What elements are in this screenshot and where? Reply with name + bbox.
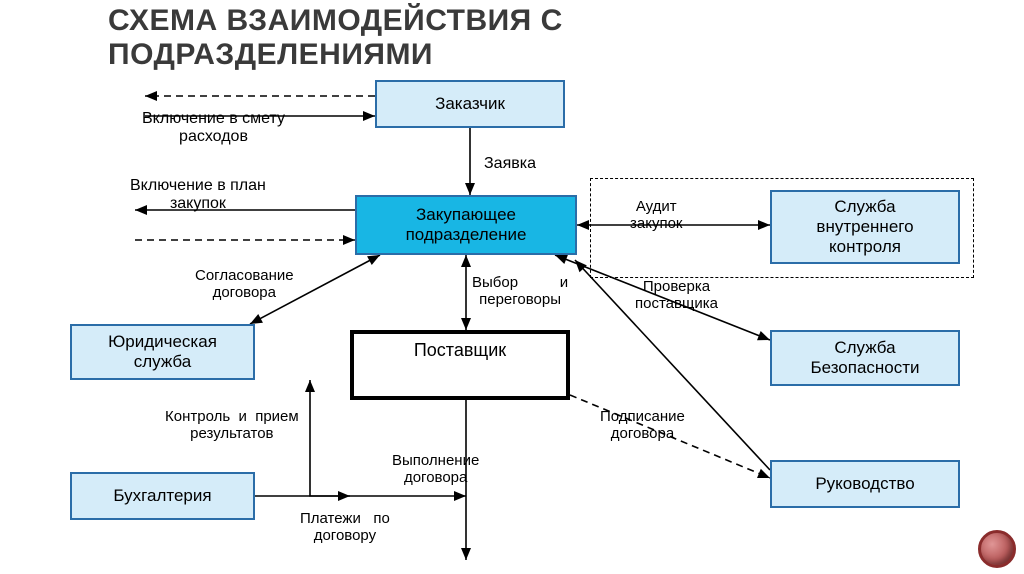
node-accounting: Бухгалтерия bbox=[70, 472, 255, 520]
edge-e-tender bbox=[310, 380, 350, 496]
node-label: Заказчик bbox=[435, 94, 505, 114]
node-label: Служба Безопасности bbox=[810, 338, 919, 378]
label-l-check: Проверка поставщика bbox=[635, 278, 718, 312]
node-label: Поставщик bbox=[414, 340, 506, 361]
label-l-zayavka: Заявка bbox=[484, 155, 536, 173]
label-l-payments: Платежи по договору bbox=[300, 510, 390, 544]
node-legal: Юридическая служба bbox=[70, 324, 255, 380]
label-l-choice: Выбор и переговоры bbox=[472, 274, 568, 308]
node-label: Юридическая служба bbox=[108, 332, 217, 372]
node-label: Руководство bbox=[815, 474, 914, 494]
label-l-audit: Аудит закупок bbox=[630, 198, 682, 232]
node-procuring: Закупающее подразделение bbox=[355, 195, 577, 255]
node-security: Служба Безопасности bbox=[770, 330, 960, 386]
node-management: Руководство bbox=[770, 460, 960, 508]
label-l-plan: Включение в план закупок bbox=[130, 177, 266, 213]
slide-number-badge bbox=[978, 530, 1016, 568]
node-supplier: Поставщик bbox=[350, 330, 570, 400]
label-l-signing: Подписание договора bbox=[600, 408, 685, 442]
node-label: Бухгалтерия bbox=[113, 486, 211, 506]
page-title: СХЕМА ВЗАИМОДЕЙСТВИЯ С ПОДРАЗДЕЛЕНИЯМИ bbox=[108, 4, 563, 72]
node-label: Служба внутреннего контроля bbox=[816, 197, 913, 257]
label-l-control: Контроль и прием результатов bbox=[165, 408, 299, 442]
node-label: Закупающее подразделение bbox=[406, 205, 527, 245]
label-l-perform: Выполнение договора bbox=[392, 452, 479, 486]
node-internal: Служба внутреннего контроля bbox=[770, 190, 960, 264]
label-l-approval: Согласование договора bbox=[195, 267, 294, 301]
label-l-budget: Включение в смету расходов bbox=[142, 110, 285, 146]
node-customer: Заказчик bbox=[375, 80, 565, 128]
